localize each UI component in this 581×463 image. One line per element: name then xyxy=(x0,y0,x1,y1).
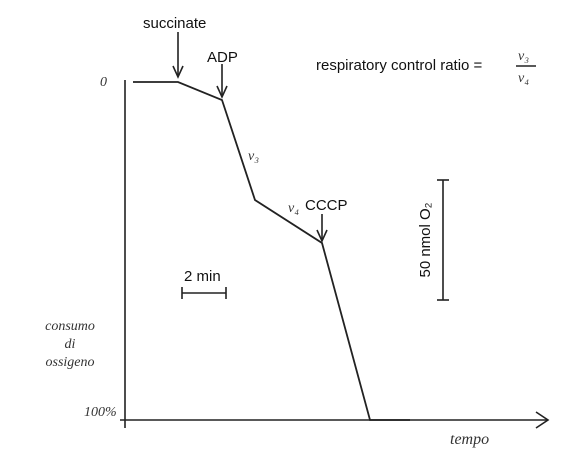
oxygen-trace xyxy=(133,81,410,421)
ratio-numerator: v₃ xyxy=(518,49,529,64)
y-bottom-label: 100% xyxy=(84,405,117,420)
y-title: di xyxy=(65,337,76,352)
oxygen-scale-label: 50 nmol O₂ xyxy=(417,202,434,277)
y-top-label: 0 xyxy=(100,75,107,90)
adp-label: ADP xyxy=(207,49,238,66)
arrow-head xyxy=(316,229,328,243)
state4-label: v₄ xyxy=(288,201,299,216)
x-title: tempo xyxy=(450,431,489,448)
cccp-label: CCCP xyxy=(305,197,348,214)
arrow-head xyxy=(216,85,228,99)
x-axis-arrow xyxy=(535,411,550,429)
y-title: consumo xyxy=(45,319,95,334)
time-scale-label: 2 min xyxy=(184,268,221,285)
ratio-label: respiratory control ratio = xyxy=(316,57,483,74)
succinate-label: succinate xyxy=(143,15,206,32)
y-title: ossigeno xyxy=(46,355,95,370)
ratio-denominator: v₄ xyxy=(518,71,529,86)
arrow-head xyxy=(172,65,184,79)
state3-label: v₃ xyxy=(248,149,259,164)
